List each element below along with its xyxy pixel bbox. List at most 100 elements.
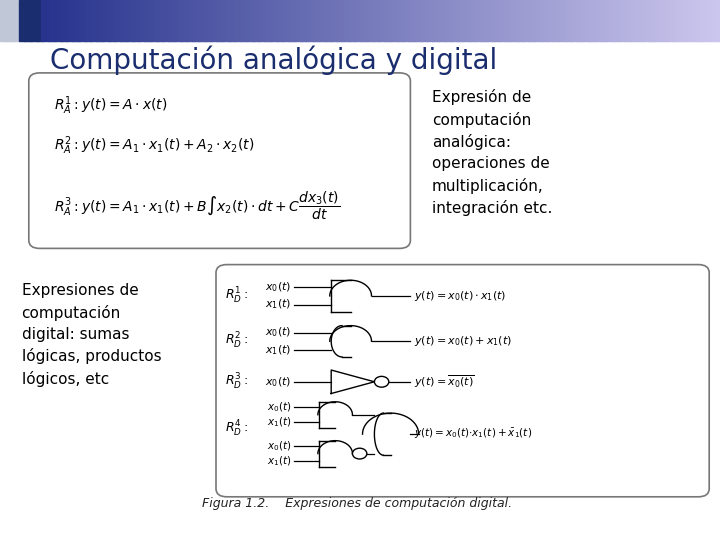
Bar: [34, 0, 37, 40]
Bar: [581, 0, 584, 40]
Bar: [81, 0, 85, 40]
Bar: [250, 0, 253, 40]
Bar: [701, 0, 704, 40]
Bar: [101, 0, 104, 40]
Bar: [269, 0, 272, 40]
Bar: [535, 0, 539, 40]
Bar: [17, 0, 20, 40]
Bar: [384, 0, 387, 40]
Bar: [65, 0, 68, 40]
Bar: [106, 0, 109, 40]
Text: $x_0(t)$: $x_0(t)$: [267, 400, 292, 414]
Bar: [194, 0, 197, 40]
Bar: [322, 0, 325, 40]
Bar: [209, 0, 212, 40]
Bar: [117, 0, 121, 40]
Bar: [600, 0, 603, 40]
Text: $y(t)=\overline{x_0(t)}$: $y(t)=\overline{x_0(t)}$: [414, 373, 474, 390]
Bar: [526, 0, 528, 40]
Bar: [12, 0, 15, 40]
Bar: [564, 0, 567, 40]
Bar: [554, 0, 557, 40]
Bar: [631, 0, 634, 40]
Bar: [45, 0, 49, 40]
Bar: [410, 0, 413, 40]
Bar: [413, 0, 416, 40]
Bar: [96, 0, 99, 40]
Bar: [240, 0, 243, 40]
Bar: [207, 0, 210, 40]
Bar: [315, 0, 318, 40]
Text: $x_0(t)$: $x_0(t)$: [267, 439, 292, 453]
Bar: [79, 0, 82, 40]
Bar: [506, 0, 510, 40]
Bar: [358, 0, 361, 40]
Bar: [449, 0, 452, 40]
Bar: [377, 0, 380, 40]
Bar: [689, 0, 692, 40]
Bar: [288, 0, 291, 40]
Bar: [257, 0, 260, 40]
Bar: [559, 0, 562, 40]
Text: Figura 1.2.    Expresiones de computación digital.: Figura 1.2. Expresiones de computación d…: [202, 497, 512, 510]
Bar: [549, 0, 553, 40]
Bar: [444, 0, 447, 40]
Bar: [99, 0, 102, 40]
Bar: [578, 0, 582, 40]
Bar: [149, 0, 152, 40]
Bar: [86, 0, 89, 40]
Bar: [468, 0, 471, 40]
Bar: [281, 0, 284, 40]
Bar: [394, 0, 397, 40]
Bar: [197, 0, 200, 40]
Bar: [418, 0, 420, 40]
Bar: [670, 0, 672, 40]
Bar: [271, 0, 274, 40]
Bar: [53, 0, 56, 40]
Bar: [456, 0, 459, 40]
Bar: [408, 0, 411, 40]
Bar: [125, 0, 128, 40]
Bar: [50, 0, 53, 40]
Bar: [679, 0, 683, 40]
Text: $x_1(t)$: $x_1(t)$: [267, 416, 292, 429]
Bar: [266, 0, 269, 40]
Bar: [521, 0, 524, 40]
Bar: [182, 0, 186, 40]
Bar: [636, 0, 639, 40]
Bar: [545, 0, 548, 40]
Bar: [43, 0, 46, 40]
Bar: [27, 0, 30, 40]
Bar: [576, 0, 579, 40]
Text: $R^3_A : y(t) = A_1 \cdot x_1(t) + B\int x_2(t)\cdot dt + C\dfrac{dx_3(t)}{dt}$: $R^3_A : y(t) = A_1 \cdot x_1(t) + B\int…: [54, 189, 340, 221]
Bar: [353, 0, 356, 40]
Bar: [650, 0, 654, 40]
Bar: [163, 0, 166, 40]
Bar: [216, 0, 219, 40]
Bar: [189, 0, 193, 40]
Bar: [437, 0, 440, 40]
Bar: [0, 0, 3, 40]
Bar: [171, 0, 174, 40]
Bar: [38, 0, 42, 40]
Bar: [94, 0, 96, 40]
Bar: [434, 0, 438, 40]
Bar: [297, 0, 301, 40]
Bar: [675, 0, 678, 40]
Bar: [214, 0, 217, 40]
Bar: [221, 0, 224, 40]
Bar: [283, 0, 287, 40]
Bar: [401, 0, 404, 40]
Bar: [290, 0, 294, 40]
Bar: [58, 0, 60, 40]
Bar: [22, 0, 24, 40]
Bar: [185, 0, 188, 40]
Bar: [24, 0, 27, 40]
Text: $y(t)=x_0(t)+x_1(t)$: $y(t)=x_0(t)+x_1(t)$: [414, 334, 512, 348]
Bar: [130, 0, 132, 40]
Bar: [533, 0, 536, 40]
Bar: [538, 0, 541, 40]
Bar: [398, 0, 402, 40]
Text: $x_0(t)$: $x_0(t)$: [266, 280, 292, 294]
Text: Expresión de
computación
analógica:
operaciones de
multiplicación,
integración e: Expresión de computación analógica: oper…: [432, 89, 552, 216]
